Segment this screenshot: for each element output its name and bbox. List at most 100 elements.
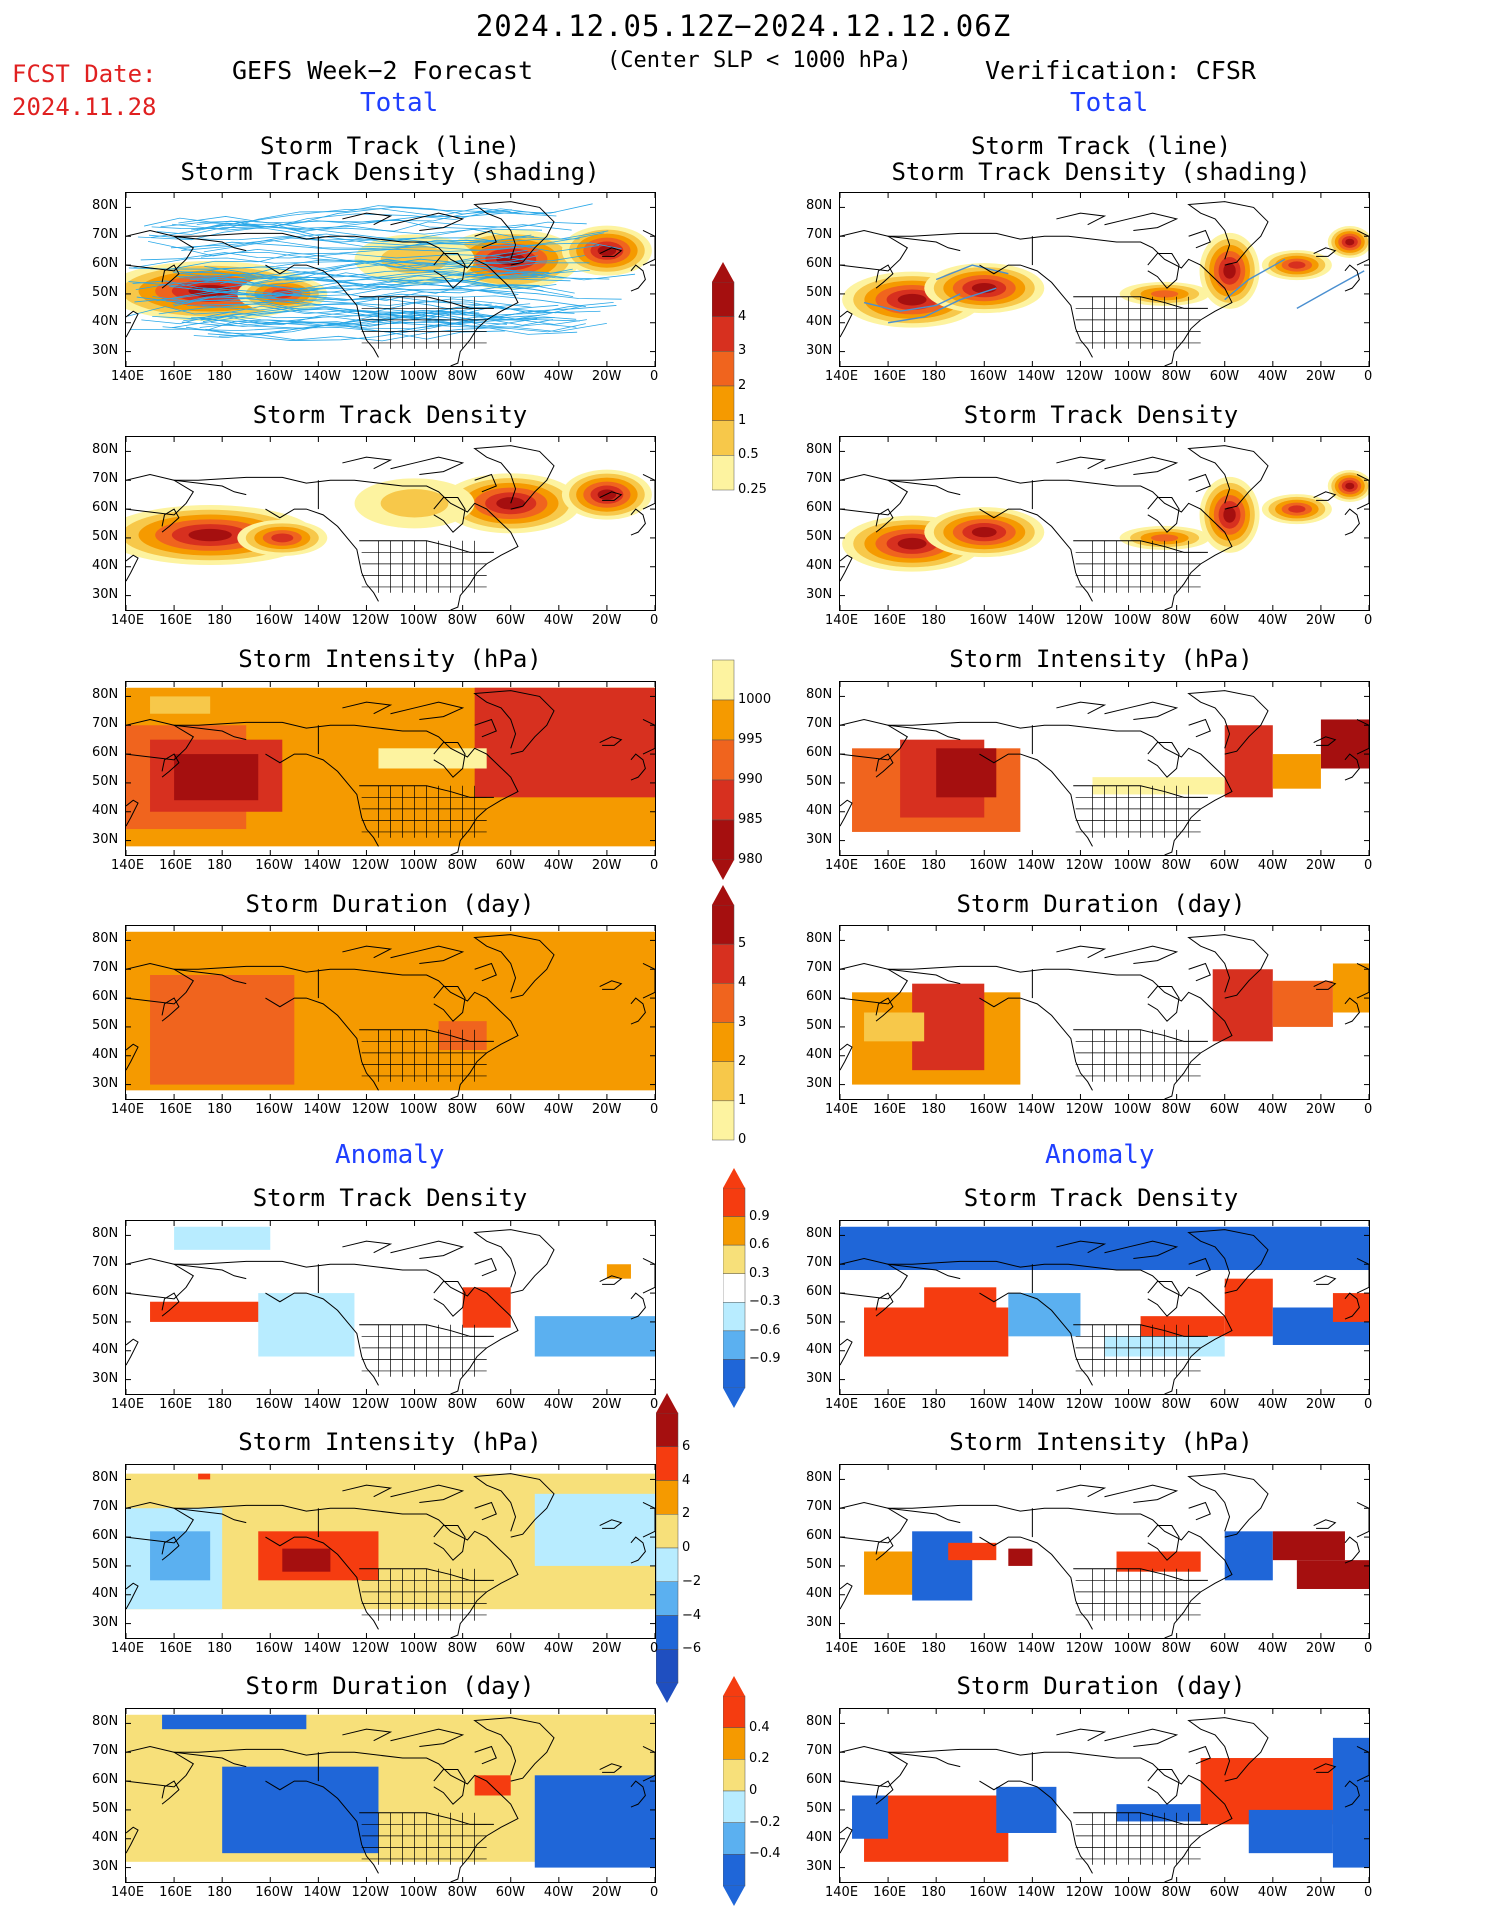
left-anomaly-label: Anomaly xyxy=(335,1140,445,1170)
coastline xyxy=(433,986,466,1022)
x-tick-label: 100W xyxy=(1113,613,1152,628)
y-tick-label: 70N xyxy=(806,716,833,732)
colorbar-swatch xyxy=(712,1022,735,1062)
x-tick-label: 180 xyxy=(207,1641,232,1656)
y-tick-label: 70N xyxy=(806,960,833,976)
shaded-cell xyxy=(162,1714,307,1730)
x-tick-label: 0 xyxy=(650,1397,659,1412)
storm-track-line xyxy=(158,298,555,320)
x-tick-label: 180 xyxy=(207,1885,232,1900)
coastline xyxy=(1056,1240,1107,1254)
coastline xyxy=(390,456,465,475)
shaded-cell xyxy=(1296,1560,1369,1589)
coastline xyxy=(126,1826,139,1854)
coastline xyxy=(161,1292,180,1317)
storm-track-line xyxy=(210,264,610,291)
x-tick-label: 140W xyxy=(303,858,342,873)
x-tick-label: 140W xyxy=(303,1641,342,1656)
x-tick-label: 100W xyxy=(1113,858,1152,873)
colorbar-label: 1000 xyxy=(738,692,772,707)
coastline xyxy=(474,473,497,493)
coastline xyxy=(875,1292,894,1317)
vf-track-title-2: Storm Track Density (shading) xyxy=(891,158,1311,186)
storm-track-line xyxy=(1224,258,1286,301)
coastline xyxy=(265,997,379,1091)
coastline xyxy=(126,1745,247,1768)
verification-intensity-map xyxy=(839,681,1370,856)
coastline xyxy=(840,473,961,496)
x-tick-label: 160E xyxy=(873,1885,907,1900)
y-tick-label: 60N xyxy=(92,500,119,516)
x-tick-label: 180 xyxy=(207,613,232,628)
y-tick-label: 80N xyxy=(92,442,119,458)
storm-track-line xyxy=(148,234,540,248)
y-tick-label: 40N xyxy=(806,1585,833,1601)
coastline xyxy=(126,1582,139,1610)
coastline xyxy=(161,264,180,289)
coastline xyxy=(979,508,1093,602)
y-tick-label: 30N xyxy=(92,342,119,358)
storm-track-line xyxy=(140,252,537,263)
colorbar-swatch xyxy=(723,1822,746,1855)
shaded-cell xyxy=(174,1226,271,1250)
y-tick-label: 30N xyxy=(806,1614,833,1630)
y-tick-label: 50N xyxy=(806,1312,833,1328)
y-tick-label: 60N xyxy=(92,745,119,761)
x-tick-label: 100W xyxy=(399,369,438,384)
coastline xyxy=(1344,508,1360,536)
x-tick-label: 20W xyxy=(1305,1397,1336,1412)
x-tick-label: 140E xyxy=(111,613,145,628)
shaded-cell xyxy=(1140,1316,1225,1337)
y-tick-label: 40N xyxy=(92,313,119,329)
storm-track-line xyxy=(196,255,585,281)
colorbar-swatch xyxy=(712,1100,735,1141)
x-tick-label: 100W xyxy=(1113,369,1152,384)
coastline xyxy=(390,945,465,964)
coastline xyxy=(433,253,466,289)
coastline xyxy=(1187,201,1269,266)
coastline xyxy=(126,1748,519,1882)
coastline xyxy=(1313,1519,1337,1529)
coastline xyxy=(1344,264,1360,292)
coastline xyxy=(875,1536,894,1561)
coastline xyxy=(642,474,655,510)
storm-track-line xyxy=(173,297,559,310)
colorbar-swatch xyxy=(712,943,735,984)
x-tick-label: 100W xyxy=(399,613,438,628)
coastline xyxy=(1147,1281,1180,1317)
shaded-cell xyxy=(150,975,295,1085)
x-tick-label: 80W xyxy=(447,858,478,873)
coastline xyxy=(979,1292,1093,1386)
x-tick-label: 160W xyxy=(969,858,1007,873)
coastline xyxy=(1188,718,1211,738)
coastline xyxy=(875,753,894,778)
coastline xyxy=(433,742,466,778)
colorbar-swatch xyxy=(712,739,735,781)
x-tick-label: 40W xyxy=(1257,1885,1288,1900)
x-tick-label: 120W xyxy=(351,1885,390,1900)
x-tick-label: 0 xyxy=(650,613,659,628)
coastline xyxy=(840,229,961,252)
coastline xyxy=(1104,212,1179,231)
shaded-cell xyxy=(1116,1804,1201,1822)
x-tick-label: 60W xyxy=(1209,1641,1240,1656)
colorbar-swatch xyxy=(656,1547,679,1582)
colorbar-label: 0 xyxy=(682,1540,691,1555)
coastline xyxy=(1187,1717,1269,1782)
shaded-cell xyxy=(534,1775,655,1868)
y-tick-label: 50N xyxy=(92,1017,119,1033)
coastline xyxy=(840,1748,1233,1882)
forecast-anomaly-density-map xyxy=(125,1220,656,1395)
y-tick-label: 50N xyxy=(806,773,833,789)
coastline xyxy=(126,1260,519,1394)
coastline xyxy=(1344,1292,1360,1320)
coastline xyxy=(161,508,180,533)
x-tick-label: 140E xyxy=(111,1102,145,1117)
colorbar-swatch xyxy=(712,281,735,317)
shaded-cell xyxy=(174,754,259,801)
x-tick-label: 140E xyxy=(825,1641,859,1656)
y-tick-label: 70N xyxy=(92,471,119,487)
coastline xyxy=(1313,736,1337,746)
colorbar-label: 0.9 xyxy=(749,1208,770,1224)
storm-track-line xyxy=(128,272,517,297)
